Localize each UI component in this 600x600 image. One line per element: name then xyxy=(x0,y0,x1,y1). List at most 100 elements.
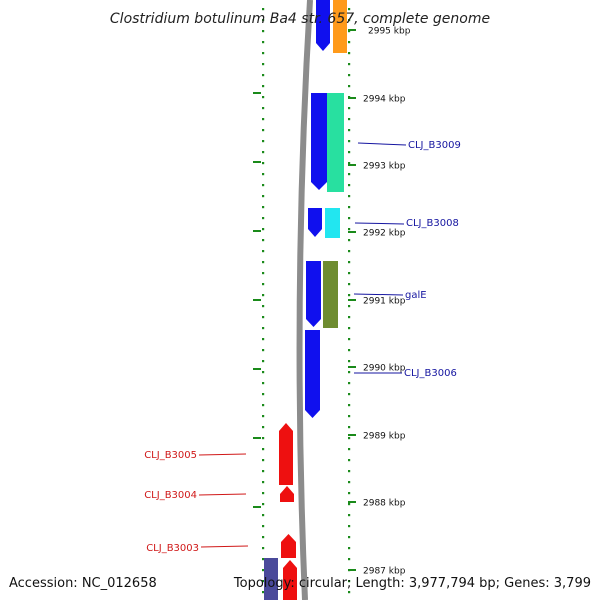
left-tick xyxy=(253,92,261,94)
guide-dot xyxy=(348,85,351,88)
guide-dot xyxy=(348,206,351,209)
guide-dot xyxy=(262,459,265,462)
guide-dot xyxy=(348,316,351,319)
scale-tick xyxy=(348,97,356,99)
scale-tick xyxy=(348,366,356,368)
scale-tick-label: 2989 kbp xyxy=(363,432,406,442)
scale-tick-label: 2994 kbp xyxy=(363,95,406,105)
gene-label-leader xyxy=(198,453,247,456)
left-tick xyxy=(253,437,261,439)
scale-tick-label: 2988 kbp xyxy=(363,499,406,509)
gene-label-leader xyxy=(354,222,405,225)
gene-arrow xyxy=(333,0,347,53)
guide-dot xyxy=(348,107,351,110)
guide-dot xyxy=(262,129,265,132)
guide-dot xyxy=(262,327,265,330)
guide-dot xyxy=(348,448,351,451)
guide-dot xyxy=(262,63,265,66)
gene-features xyxy=(264,0,347,600)
guide-dot xyxy=(262,173,265,176)
gene-label: CLJ_B3009 xyxy=(408,140,461,151)
guide-dot xyxy=(348,415,351,418)
guide-dot xyxy=(262,96,265,99)
guide-dot xyxy=(348,184,351,187)
guide-dot xyxy=(262,8,265,11)
guide-dot xyxy=(262,41,265,44)
guide-dot xyxy=(262,591,265,594)
gene-label: CLJ_B3004 xyxy=(144,490,197,501)
guide-dot xyxy=(262,393,265,396)
guide-dot xyxy=(262,580,265,583)
guide-dot xyxy=(262,415,265,418)
genome-backbone xyxy=(296,0,313,600)
scale-ticks: 2995 kbp 2994 kbp 2993 kbp 2992 kbp 2991 kbp… xyxy=(348,27,411,577)
gene-arrow xyxy=(316,0,330,51)
guide-dot xyxy=(348,349,351,352)
guide-dot xyxy=(348,195,351,198)
guide-dot xyxy=(262,503,265,506)
scale-tick-label: 2993 kbp xyxy=(363,162,406,172)
guide-dot xyxy=(262,547,265,550)
gene-label: CLJ_B3006 xyxy=(404,368,457,379)
guide-dot xyxy=(262,19,265,22)
guide-dot xyxy=(348,151,351,154)
guide-dot xyxy=(348,261,351,264)
gene-arrow xyxy=(323,261,338,328)
guide-dot xyxy=(262,184,265,187)
guide-dot xyxy=(348,283,351,286)
scale-dots xyxy=(253,8,351,594)
guide-dot xyxy=(348,382,351,385)
guide-dot xyxy=(262,481,265,484)
scale-tick xyxy=(348,501,356,503)
guide-dot xyxy=(262,349,265,352)
gene-arrow xyxy=(305,330,320,418)
guide-dot xyxy=(262,206,265,209)
guide-dot xyxy=(348,140,351,143)
left-tick xyxy=(253,299,261,301)
gene-label: CLJ_B3005 xyxy=(144,450,197,461)
guide-dot xyxy=(348,459,351,462)
gene-label: galE xyxy=(405,290,427,301)
scale-tick-label: 2992 kbp xyxy=(363,229,406,239)
guide-dot xyxy=(348,250,351,253)
guide-dot xyxy=(348,393,351,396)
left-tick xyxy=(253,230,261,232)
scale-tick xyxy=(348,299,356,301)
left-tick xyxy=(253,368,261,370)
guide-dot xyxy=(262,239,265,242)
guide-dot xyxy=(262,437,265,440)
guide-dot xyxy=(348,404,351,407)
guide-dot xyxy=(262,272,265,275)
gene-label: CLJ_B3003 xyxy=(146,543,199,554)
scale-tick xyxy=(348,569,356,571)
guide-dot xyxy=(348,558,351,561)
guide-dot xyxy=(348,305,351,308)
guide-dot xyxy=(348,426,351,429)
guide-dot xyxy=(348,74,351,77)
guide-dot xyxy=(262,558,265,561)
guide-dot xyxy=(262,162,265,165)
guide-dot xyxy=(348,19,351,22)
guide-dot xyxy=(262,371,265,374)
guide-dot xyxy=(348,118,351,121)
gene-labels: CLJ_B3009 CLJ_B3008 galE CLJ_B3006 CLJ_B3005… xyxy=(144,140,461,554)
guide-dot xyxy=(262,30,265,33)
guide-dot xyxy=(262,107,265,110)
guide-dot xyxy=(348,470,351,473)
guide-dot xyxy=(348,437,351,440)
guide-dot xyxy=(262,448,265,451)
guide-dot xyxy=(348,360,351,363)
guide-dot xyxy=(348,239,351,242)
guide-dot xyxy=(262,426,265,429)
guide-dot xyxy=(348,525,351,528)
guide-dot xyxy=(262,250,265,253)
guide-dot xyxy=(262,228,265,231)
guide-dot xyxy=(348,8,351,11)
guide-dot xyxy=(262,195,265,198)
guide-dot xyxy=(262,140,265,143)
guide-dot xyxy=(262,217,265,220)
guide-dot xyxy=(262,118,265,121)
guide-dot xyxy=(348,162,351,165)
guide-dot xyxy=(348,272,351,275)
